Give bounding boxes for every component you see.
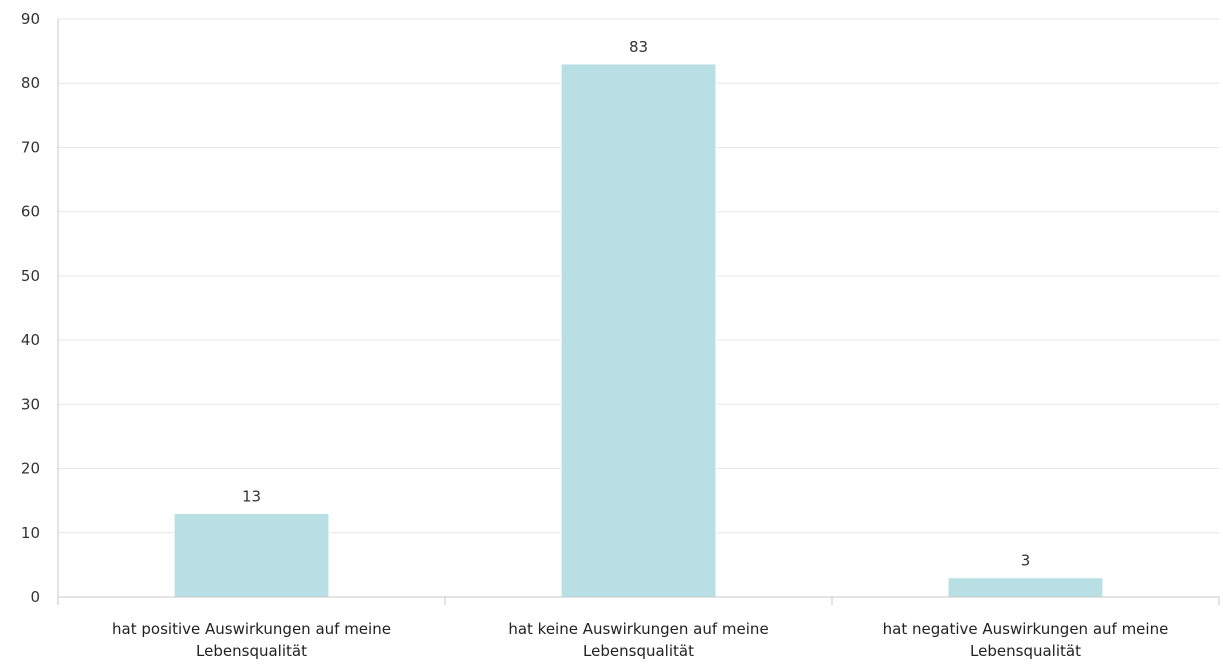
bars	[173, 63, 1104, 598]
data-label: 3	[1021, 552, 1031, 570]
y-tick-label: 40	[21, 331, 40, 349]
y-tick-label: 20	[21, 460, 40, 478]
y-tick-label: 70	[21, 138, 40, 156]
y-tick-label: 60	[21, 203, 40, 221]
x-tick-label: Lebensqualität	[196, 642, 307, 660]
x-tick-label: hat negative Auswirkungen auf meine	[883, 620, 1169, 638]
axes	[57, 19, 1220, 605]
y-tick-label: 30	[21, 395, 40, 413]
x-tick-label: Lebensqualität	[583, 642, 694, 660]
data-label: 83	[629, 38, 648, 56]
y-tick-label: 50	[21, 267, 40, 285]
y-tick-label: 80	[21, 74, 40, 92]
y-tick-label: 10	[21, 524, 40, 542]
x-tick-label: Lebensqualität	[970, 642, 1081, 660]
y-tick-label: 90	[21, 10, 40, 28]
bar	[173, 513, 330, 598]
labels: 0 10 20 30 40 50 60 70 80 90 13 hat positive Auswir…	[21, 10, 1168, 660]
y-tick-label: 0	[30, 588, 40, 606]
x-tick-label: hat keine Auswirkungen auf meine	[508, 620, 768, 638]
bar	[560, 63, 717, 598]
data-label: 13	[242, 488, 261, 506]
bar	[947, 577, 1104, 598]
x-tick-label: hat positive Auswirkungen auf meine	[112, 620, 391, 638]
